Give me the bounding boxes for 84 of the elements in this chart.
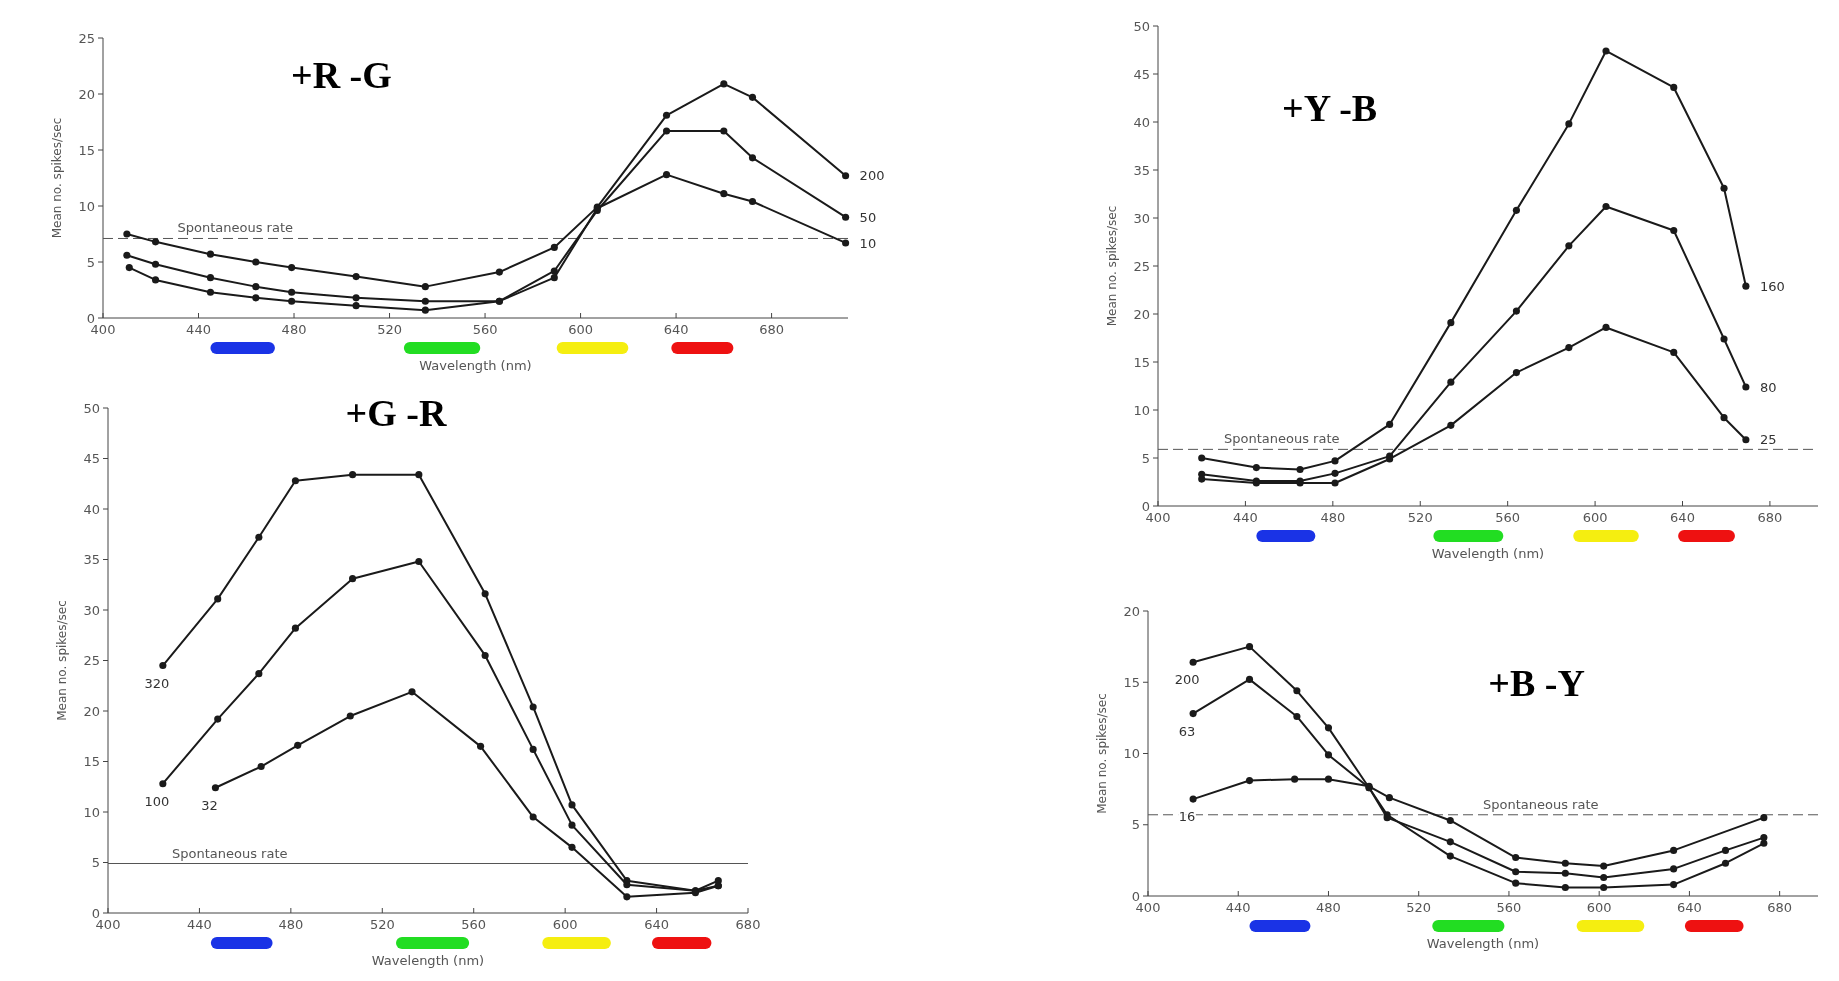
y-tick-label: 30	[1133, 210, 1150, 226]
y-tick-label: 20	[83, 703, 100, 719]
y-tick-label: 50	[83, 400, 100, 416]
x-axis-title: Wavelength (nm)	[371, 953, 485, 968]
series-label: 200	[859, 168, 885, 184]
y-axis-title: Mean no. spikes/sec	[1105, 205, 1119, 327]
series-label: 160	[1759, 278, 1785, 294]
x-tick-label: 640	[644, 917, 669, 932]
x-axis-title: Wavelength (nm)	[1426, 936, 1540, 951]
series-label: 100	[144, 793, 170, 809]
x-tick-label: 640	[1670, 510, 1695, 525]
x-tick-label: 480	[1316, 900, 1341, 915]
y-axis-title: Mean no. spikes/sec	[1095, 693, 1109, 814]
chart-title: +G -R	[345, 391, 447, 434]
x-axis-title: Wavelength (nm)	[1431, 546, 1545, 561]
x-tick-label: 680	[735, 917, 761, 932]
series-label: 320	[144, 675, 170, 691]
y-tick-label: 5	[91, 855, 100, 871]
x-tick-label: 480	[281, 322, 307, 337]
y-tick-label: 50	[1133, 18, 1150, 34]
series-label: 200	[1174, 672, 1200, 688]
y-tick-label: 5	[1131, 817, 1140, 833]
chart-title: +R -G	[290, 54, 392, 97]
x-tick-label: 600	[552, 917, 578, 932]
y-tick-label: 40	[1133, 114, 1150, 130]
x-tick-label: 680	[759, 322, 784, 337]
x-tick-label: 560	[472, 322, 498, 337]
series-label: 10	[859, 235, 877, 251]
x-tick-label: 440	[1225, 900, 1251, 915]
ref-line-label: Spontaneous rate	[172, 845, 288, 861]
text: +B -Y	[1488, 662, 1585, 704]
y-tick-label: 5	[86, 254, 95, 270]
x-tick-label: 560	[461, 917, 487, 932]
y-tick-label: 25	[83, 653, 100, 669]
y-tick-label: 10	[1133, 402, 1150, 418]
x-tick-label: 560	[1495, 510, 1521, 525]
series-label: 32	[201, 797, 218, 813]
x-tick-label: 600	[1582, 510, 1608, 525]
series-label: 63	[1178, 723, 1196, 739]
y-axis-title: Mean no. spikes/sec	[55, 600, 69, 721]
y-tick-label: 40	[83, 501, 100, 517]
y-tick-label: 30	[83, 602, 100, 618]
series-label: 80	[1759, 379, 1777, 395]
y-tick-label: 20	[1133, 306, 1150, 322]
x-tick-label: 520	[1406, 900, 1432, 915]
y-tick-label: 20	[1123, 603, 1140, 619]
x-tick-label: 520	[1407, 510, 1433, 525]
ref-line-label: Spontaneous rate	[1224, 431, 1340, 447]
series-label: 25	[1759, 432, 1777, 448]
y-tick-label: 35	[1133, 162, 1150, 178]
x-tick-label: 600	[568, 322, 593, 337]
y-tick-label: 10	[83, 804, 100, 820]
x-tick-label: 480	[1320, 510, 1346, 525]
x-tick-label: 480	[278, 917, 304, 932]
x-tick-label: 520	[377, 322, 402, 337]
y-tick-label: 15	[78, 142, 95, 158]
x-tick-label: 680	[1767, 900, 1793, 915]
x-axis-title: Wavelength (nm)	[419, 358, 532, 373]
y-tick-label: 15	[1133, 354, 1150, 370]
y-tick-label: 10	[1123, 746, 1140, 762]
y-tick-label: 15	[1123, 674, 1140, 690]
x-tick-label: 520	[369, 917, 395, 932]
x-tick-label: 640	[1677, 900, 1702, 915]
y-tick-label: 45	[83, 451, 100, 467]
y-tick-label: 20	[78, 86, 95, 102]
y-tick-label: 25	[78, 30, 95, 46]
ref-line-label: Spontaneous rate	[177, 220, 294, 236]
series-label: 50	[859, 209, 877, 225]
x-tick-label: 640	[663, 322, 689, 337]
y-tick-label: 10	[78, 198, 95, 214]
x-tick-label: 440	[1233, 510, 1258, 525]
y-tick-label: 45	[1133, 66, 1150, 82]
x-tick-label: 440	[187, 917, 212, 932]
y-axis-title: Mean no. spikes/sec	[50, 117, 64, 239]
ref-line-label: Spontaneous rate	[1483, 796, 1599, 812]
y-tick-label: 25	[1133, 258, 1150, 274]
x-tick-label: 600	[1586, 900, 1612, 915]
x-tick-label: 560	[1496, 900, 1522, 915]
x-tick-label: 440	[186, 322, 211, 337]
y-tick-label: 5	[1141, 450, 1150, 466]
text: +Y -B	[1282, 87, 1378, 130]
y-tick-label: 35	[83, 552, 100, 568]
y-tick-label: 15	[83, 754, 100, 770]
x-tick-label: 680	[1757, 510, 1783, 525]
